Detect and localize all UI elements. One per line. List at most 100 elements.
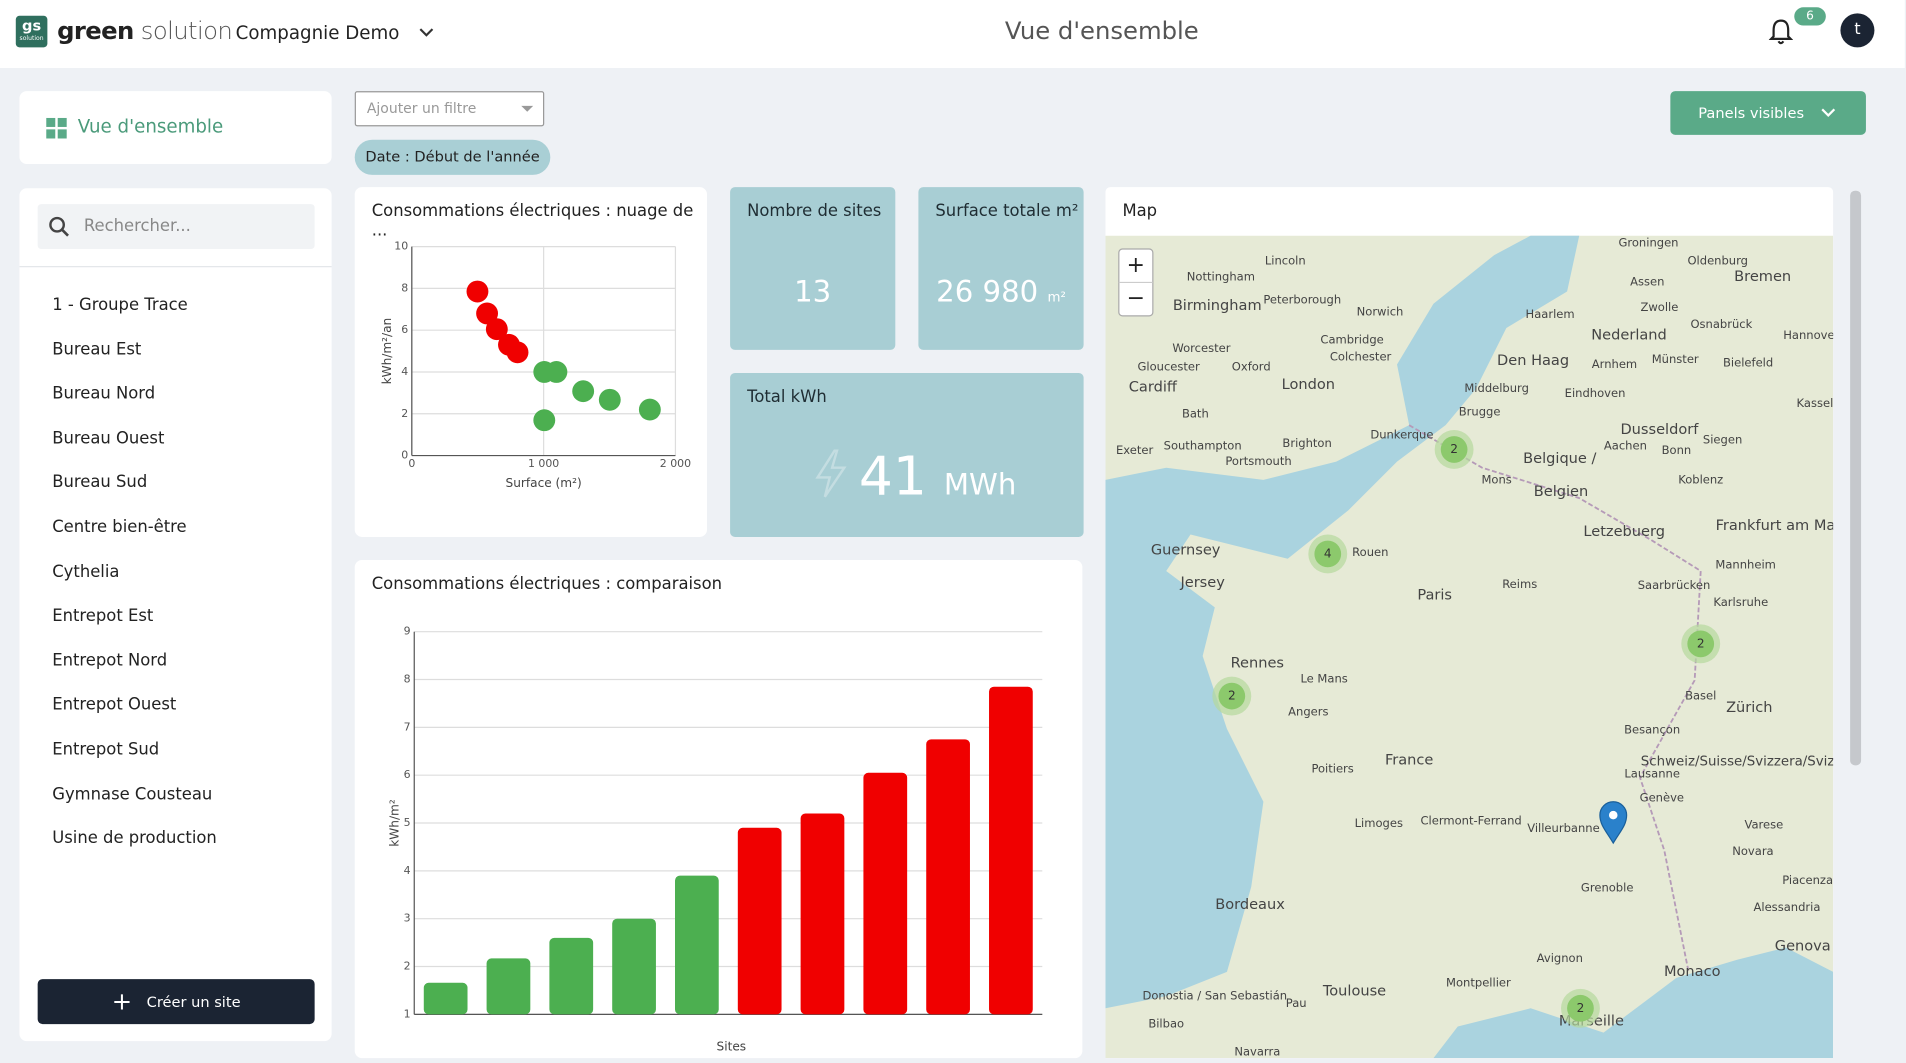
bar bbox=[989, 686, 1033, 1015]
site-item[interactable]: Entrepot Sud bbox=[52, 739, 160, 760]
site-item[interactable]: Centre bien-être bbox=[52, 517, 187, 537]
bar bbox=[863, 772, 908, 1015]
map-label: Osnabrück bbox=[1690, 317, 1752, 331]
map-label: Angers bbox=[1288, 704, 1328, 718]
site-item[interactable]: Gymnase Cousteau bbox=[52, 784, 213, 804]
map-label: Dusseldorf bbox=[1620, 421, 1699, 438]
map-label: Monaco bbox=[1664, 963, 1721, 980]
map-label: France bbox=[1385, 751, 1433, 768]
map-label: Mannheim bbox=[1715, 557, 1775, 571]
site-item[interactable]: Bureau Ouest bbox=[52, 428, 165, 449]
y-tick-label: 6 bbox=[401, 323, 408, 336]
map-label: Arnhem bbox=[1592, 357, 1637, 371]
cluster bbox=[1567, 994, 1594, 1022]
map-label: Toulouse bbox=[1322, 982, 1386, 999]
map-label: Letzebuerg bbox=[1583, 523, 1665, 540]
kpi-title: Total kWh bbox=[747, 387, 827, 407]
map-label: Lincoln bbox=[1265, 254, 1306, 268]
map-label: Oxford bbox=[1232, 359, 1271, 373]
search-placeholder: Rechercher... bbox=[83, 216, 191, 236]
x-tick-label: 1 000 bbox=[528, 457, 559, 470]
map-label: Den Haag bbox=[1497, 352, 1569, 369]
active-filter-chip[interactable]: Date : Début de l'année bbox=[354, 139, 551, 175]
map-label: Dunkerque bbox=[1370, 427, 1433, 441]
scatter-point bbox=[533, 409, 556, 432]
scatter-point bbox=[598, 388, 621, 411]
map-label: Exeter bbox=[1116, 443, 1153, 457]
page-title: Vue d'ensemble bbox=[1004, 15, 1199, 45]
map-label: Montpellier bbox=[1446, 975, 1511, 989]
map-label: Mons bbox=[1481, 472, 1511, 486]
filter-placeholder: Ajouter un filtre bbox=[366, 99, 477, 117]
map-label: Poitiers bbox=[1311, 761, 1353, 775]
cluster bbox=[1314, 540, 1342, 568]
avatar[interactable]: t bbox=[1840, 13, 1875, 48]
kpi-card: Nombre de sites 13 bbox=[730, 187, 896, 350]
scrollbar[interactable] bbox=[1850, 190, 1862, 766]
y-tick-label: 5 bbox=[404, 816, 411, 829]
map-label: Oldenburg bbox=[1687, 254, 1748, 268]
chevron bbox=[1821, 108, 1835, 117]
bar bbox=[612, 918, 656, 1015]
scatter-point bbox=[466, 280, 489, 303]
y-tick-label: 2 bbox=[401, 407, 408, 420]
bar-title: Consommations électriques : comparaison bbox=[371, 574, 723, 595]
logo: gs solution bbox=[15, 15, 48, 48]
site-item[interactable]: Bureau Est bbox=[52, 339, 142, 360]
marker bbox=[1599, 801, 1628, 845]
map: Lincoln Nottingham Birmingham Peterborough N… bbox=[1105, 235, 1834, 1059]
site-item[interactable]: Entrepot Ouest bbox=[52, 695, 177, 715]
cluster bbox=[1440, 436, 1468, 463]
brand-bold: green bbox=[57, 15, 134, 45]
create-site-button[interactable]: + Créer un site bbox=[37, 979, 315, 1025]
map-label: Guernsey bbox=[1151, 541, 1221, 558]
map-label: Jersey bbox=[1179, 574, 1225, 591]
site-item[interactable]: Bureau Sud bbox=[52, 473, 148, 493]
kpi-value: 41 bbox=[858, 445, 927, 508]
y-tick-label: 2 bbox=[404, 960, 411, 973]
site-item[interactable]: Cythelia bbox=[52, 561, 120, 582]
y-tick-label: 8 bbox=[404, 673, 411, 686]
site-list-card: Rechercher... + Créer un site 1 - Groupe … bbox=[19, 188, 332, 1042]
map-label: Cambridge bbox=[1320, 333, 1383, 347]
bell[interactable] bbox=[1768, 18, 1794, 45]
search-box[interactable]: Rechercher... bbox=[37, 204, 315, 250]
site-item[interactable]: Entrepot Est bbox=[52, 606, 154, 626]
zoom-out[interactable]: − bbox=[1127, 286, 1145, 311]
map-label: Colchester bbox=[1330, 350, 1392, 364]
x-axis-label: Surface (m²) bbox=[506, 476, 582, 490]
border bbox=[1408, 424, 1702, 973]
site-item[interactable]: Usine de production bbox=[52, 828, 217, 849]
map-label: Belgien bbox=[1534, 483, 1588, 500]
sea bbox=[1433, 947, 1834, 1059]
map-label: Nederland bbox=[1591, 326, 1667, 343]
site-item[interactable]: Entrepot Nord bbox=[52, 650, 168, 671]
site-item[interactable]: Bureau Nord bbox=[52, 384, 156, 404]
map-label: Le Mans bbox=[1300, 672, 1347, 686]
company-select[interactable]: Compagnie Demo bbox=[236, 22, 435, 44]
kpi-value: 26 980 bbox=[936, 274, 1039, 309]
scatter-card: Consommations électriques : nuage de ... bbox=[354, 187, 708, 537]
map-label: Portsmouth bbox=[1225, 454, 1291, 468]
create-site-label: Créer un site bbox=[146, 993, 241, 1011]
map-label: Nottingham bbox=[1187, 269, 1255, 283]
filter-select[interactable]: Ajouter un filtre bbox=[354, 91, 545, 127]
scatter-point bbox=[545, 361, 568, 383]
map-label: Zwolle bbox=[1640, 300, 1678, 314]
scatter-title: Consommations électriques : nuage de ... bbox=[371, 201, 694, 241]
x-tick-label: 2 000 bbox=[660, 457, 691, 470]
bar bbox=[926, 739, 970, 1015]
nav-card[interactable]: Vue d'ensemble bbox=[19, 91, 332, 164]
map-label: Varese bbox=[1745, 817, 1784, 831]
map-label: Belgique / bbox=[1523, 450, 1596, 467]
map-label: Groningen bbox=[1618, 235, 1678, 249]
panels-button[interactable]: Panels visibles bbox=[1670, 91, 1866, 135]
map-label: Assen bbox=[1630, 274, 1664, 288]
map-label: Worcester bbox=[1172, 341, 1230, 355]
zoom-in[interactable]: + bbox=[1127, 253, 1145, 278]
site-item[interactable]: 1 - Groupe Trace bbox=[52, 295, 188, 315]
map-label: Cardiff bbox=[1129, 379, 1178, 396]
bar bbox=[423, 982, 468, 1015]
